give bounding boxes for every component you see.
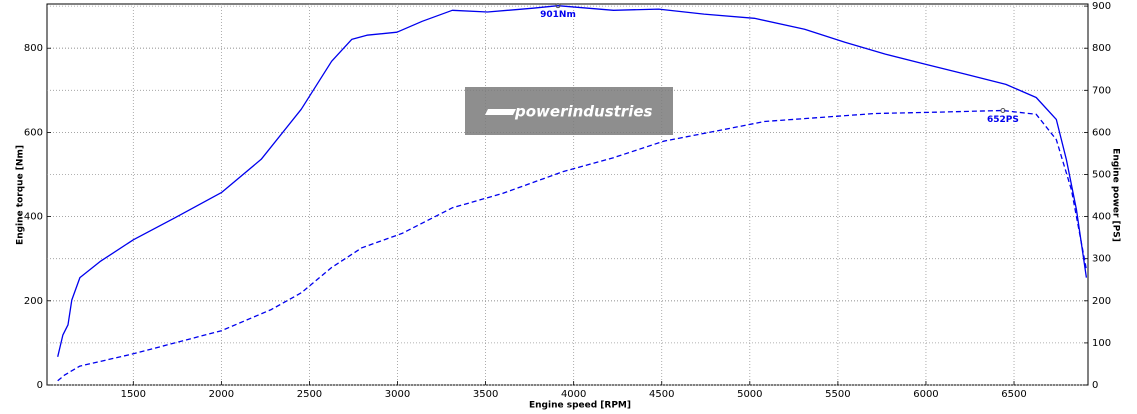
series-line [57,5,1088,357]
y2-tick-label: 600 [1092,127,1111,138]
x-tick-label: 6500 [1001,389,1026,400]
x-tick-label: 5500 [825,389,850,400]
y2-tick-label: 100 [1092,338,1111,349]
peak-marker [555,3,561,9]
x-tick-label: 2000 [209,389,234,400]
watermark-bar [485,109,516,115]
y2-axis-label: Engine power [PS] [1111,148,1121,242]
watermark-text: powerindustries [514,103,653,121]
y2-tick-label: 0 [1092,380,1098,391]
x-axis-label: Engine speed [RPM] [529,401,631,411]
x-tick-label: 5000 [737,389,762,400]
y2-tick-label: 700 [1092,85,1111,96]
plot-frame [46,3,1089,386]
y-tick-label: 800 [24,43,43,54]
series-line [57,109,1088,382]
y-axis-label: Engine torque [Nm] [16,145,26,245]
x-tick-label: 1500 [121,389,146,400]
y2-tick-label: 800 [1092,43,1111,54]
peak-label: 901Nm [540,10,576,20]
x-tick-label: 4500 [649,389,674,400]
y2-tick-label: 500 [1092,170,1111,181]
y-tick-label: 0 [37,380,43,391]
y-tick-label: 600 [24,127,43,138]
x-tick-label: 3500 [473,389,498,400]
x-tick-label: 4000 [561,389,586,400]
y2-tick-label: 900 [1092,1,1111,12]
y2-tick-label: 300 [1092,254,1111,265]
x-tick-label: 3000 [385,389,410,400]
watermark: powerindustries [465,87,673,135]
y-tick-label: 400 [24,212,43,223]
x-tick-label: 2500 [297,389,322,400]
y-tick-label: 200 [24,296,43,307]
x-tick-label: 6000 [913,389,938,400]
y2-tick-label: 200 [1092,296,1111,307]
peak-label: 652PS [987,115,1019,125]
peak-marker [1000,108,1006,114]
y2-tick-label: 400 [1092,212,1111,223]
